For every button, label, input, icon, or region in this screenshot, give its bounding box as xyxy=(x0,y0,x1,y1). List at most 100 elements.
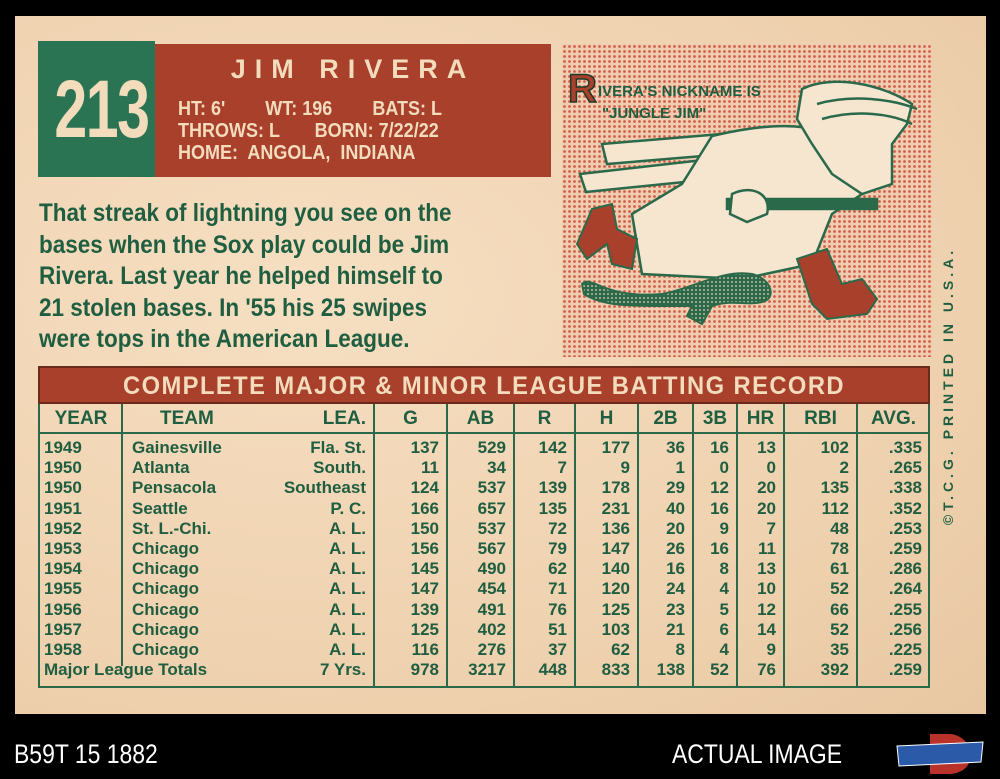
cell-hits: 178 xyxy=(601,478,630,498)
cell-games: 11 xyxy=(421,458,439,478)
cell-runs: 139 xyxy=(538,478,567,498)
cell-games: 166 xyxy=(410,498,439,518)
cell-league: A. L. xyxy=(329,518,366,538)
cell-average: .259 xyxy=(888,539,922,558)
cell-hits: 103 xyxy=(601,619,630,639)
bio-line: That streak of lightning you see on the xyxy=(39,199,452,227)
cell-league: Southeast xyxy=(283,478,366,498)
cell-average: .265 xyxy=(888,458,922,478)
cell-rbi: 66 xyxy=(830,599,849,619)
cell-home-runs: 10 xyxy=(757,579,776,599)
cell-runs: 37 xyxy=(548,640,567,659)
cell-average: .225 xyxy=(888,640,922,659)
info-line-birth: THROWS: L BORN: 7/22/22 xyxy=(178,120,439,142)
lizard xyxy=(580,272,772,326)
header-hits: H xyxy=(599,408,614,429)
header-league: LEA. xyxy=(322,408,366,429)
cell-hits: 140 xyxy=(601,559,630,579)
cell-games: 137 xyxy=(410,438,439,457)
cell-triples: 4 xyxy=(719,579,729,599)
player-name: JIM RIVERA xyxy=(230,54,476,84)
cell-doubles: 20 xyxy=(666,518,685,538)
cell-league: A. L. xyxy=(329,619,366,639)
caption-initial: R xyxy=(568,67,597,111)
header-average: AVG. xyxy=(870,408,917,429)
copyright-side-text: ©T.C.G. PRINTED IN U.S.A. xyxy=(935,186,961,586)
totals-games: 978 xyxy=(410,660,439,680)
info-line-home: HOME: ANGOLA, INDIANA xyxy=(178,142,416,164)
cell-year: 1954 xyxy=(44,559,82,579)
cell-triples: 16 xyxy=(710,438,729,457)
cell-triples: 5 xyxy=(719,599,729,619)
record-title-bar: COMPLETE MAJOR & MINOR LEAGUE BATTING RE… xyxy=(38,366,930,404)
cell-league: South. xyxy=(313,458,366,478)
cell-team: Pensacola xyxy=(132,478,217,498)
cell-triples: 4 xyxy=(719,640,729,659)
cell-hits: 62 xyxy=(611,640,630,659)
cell-doubles: 8 xyxy=(675,640,685,659)
cell-home-runs: 13 xyxy=(757,438,776,457)
cell-hits: 231 xyxy=(601,498,630,518)
cell-rbi: 48 xyxy=(830,518,849,538)
cell-home-runs: 20 xyxy=(757,478,776,498)
cell-year: 1957 xyxy=(44,619,82,639)
cell-at-bats: 529 xyxy=(477,438,506,457)
totals-runs: 448 xyxy=(538,660,567,680)
header-games: G xyxy=(403,408,418,429)
totals-at-bats: 3217 xyxy=(468,660,506,680)
cell-year: 1956 xyxy=(44,599,82,619)
cell-home-runs: 14 xyxy=(757,619,776,639)
column-divider xyxy=(373,404,375,686)
copyright-text: ©T.C.G. PRINTED IN U.S.A. xyxy=(940,246,956,526)
column-divider xyxy=(736,404,738,686)
cell-runs: 71 xyxy=(548,579,567,599)
cell-rbi: 35 xyxy=(830,640,849,659)
cell-doubles: 36 xyxy=(666,438,685,457)
baseball-card-back: 213 JIM RIVERA HT: 6' WT: 196 BATS: L TH… xyxy=(15,16,986,714)
cell-year: 1952 xyxy=(44,518,82,538)
cell-doubles: 24 xyxy=(666,579,685,599)
cell-hits: 9 xyxy=(620,458,630,478)
cell-home-runs: 9 xyxy=(766,640,776,659)
cell-at-bats: 454 xyxy=(477,579,506,599)
cell-year: 1949 xyxy=(44,438,82,457)
cell-rbi: 52 xyxy=(830,619,849,639)
cell-year: 1950 xyxy=(44,478,82,498)
cell-year: 1950 xyxy=(44,458,82,478)
cell-runs: 62 xyxy=(548,559,567,579)
cell-home-runs: 20 xyxy=(757,498,776,518)
cell-team: Chicago xyxy=(132,640,200,659)
cell-rbi: 61 xyxy=(830,559,849,579)
cell-hits: 147 xyxy=(601,539,630,558)
cell-runs: 51 xyxy=(548,619,567,639)
cell-games: 125 xyxy=(410,619,439,639)
cell-league: A. L. xyxy=(329,579,366,599)
cell-home-runs: 13 xyxy=(757,559,776,579)
cell-team: Chicago xyxy=(132,579,200,599)
cell-games: 124 xyxy=(410,478,439,498)
cell-home-runs: 7 xyxy=(766,518,776,538)
bio-line: Rivera. Last year he helped himself to xyxy=(39,262,443,290)
cell-year: 1953 xyxy=(44,539,82,558)
cell-team: Chicago xyxy=(132,599,200,619)
card-number-box: 213 xyxy=(38,41,155,177)
cell-rbi: 52 xyxy=(830,579,849,599)
cell-average: .286 xyxy=(888,559,922,579)
cell-team: St. L.-Chi. xyxy=(132,518,212,538)
column-divider xyxy=(446,404,448,686)
cell-triples: 0 xyxy=(719,458,729,478)
cell-home-runs: 11 xyxy=(758,539,776,558)
cell-triples: 16 xyxy=(710,498,729,518)
player-info-box: JIM RIVERA HT: 6' WT: 196 BATS: L THROWS… xyxy=(155,44,551,177)
column-divider xyxy=(574,404,576,686)
cell-doubles: 40 xyxy=(666,498,685,518)
cell-doubles: 23 xyxy=(666,599,685,619)
totals-league: 7 Yrs. xyxy=(319,660,366,680)
cell-doubles: 26 xyxy=(666,539,685,558)
cell-games: 139 xyxy=(410,599,439,619)
header-team: TEAM xyxy=(160,408,214,429)
header-at-bats: AB xyxy=(466,408,495,429)
cell-rbi: 78 xyxy=(830,539,849,558)
cell-triples: 6 xyxy=(719,619,729,639)
cell-league: A. L. xyxy=(329,599,366,619)
